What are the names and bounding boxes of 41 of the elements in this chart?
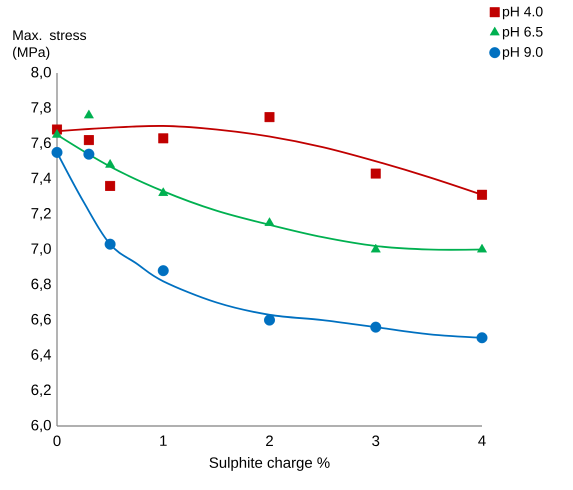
point [477,190,488,200]
point [84,110,94,118]
point [370,168,381,179]
y-tick-label: 7,4 [31,172,52,185]
y-tick-label: 7,0 [31,243,51,256]
y-tick-label: 6,0 [31,420,51,432]
point [264,217,274,226]
point [83,148,94,160]
y-tick-label: 6,2 [31,384,51,397]
legend-label: pH 4.0 [502,6,543,20]
point [264,112,274,122]
y-tick-label: 6,8 [31,278,51,291]
x-tick-label: 0 [53,436,61,446]
point [105,180,116,191]
point [476,332,488,344]
point [370,322,382,333]
y-tick-label: 6,6 [31,314,51,326]
point [52,146,62,158]
point [158,187,168,196]
y-axis-title: Max. stress (MPa) [13,30,86,60]
point [158,133,168,144]
x-tick-label: 4 [478,436,486,446]
point [158,265,169,276]
y-tick-label: 6,4 [31,349,52,362]
point [370,244,381,252]
point [84,135,94,146]
point [477,244,487,252]
point [264,314,275,326]
x-tick-label: 3 [372,436,380,446]
y-tick-label: 7,6 [31,137,51,150]
y-tick-label: 7,2 [31,208,51,220]
legend-label: pH 6.5 [502,26,543,40]
y-tick-label: 8,0 [31,66,51,80]
point [105,159,116,168]
x-tick-label: 1 [160,436,167,446]
point [104,238,116,250]
x-axis-title: Sulphite charge % [210,456,330,471]
x-tick-label: 2 [266,436,273,446]
y-tick-label: 7,8 [31,102,51,114]
legend-label: pH 9.0 [502,47,543,60]
point [52,129,62,138]
